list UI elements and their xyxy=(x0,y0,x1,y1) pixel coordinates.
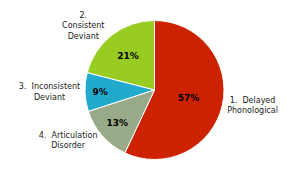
svg-text:13%: 13% xyxy=(106,118,128,128)
svg-text:1. DelayedPhonological: 1. DelayedPhonological xyxy=(227,96,278,115)
svg-text:3. InconsistentDeviant: 3. InconsistentDeviant xyxy=(19,82,80,101)
svg-text:2.ConsistentDeviant: 2.ConsistentDeviant xyxy=(62,11,104,41)
svg-text:57%: 57% xyxy=(178,93,200,103)
svg-text:9%: 9% xyxy=(93,87,108,97)
svg-text:4. ArticulationDisorder: 4. ArticulationDisorder xyxy=(39,131,98,150)
svg-text:21%: 21% xyxy=(117,51,139,61)
